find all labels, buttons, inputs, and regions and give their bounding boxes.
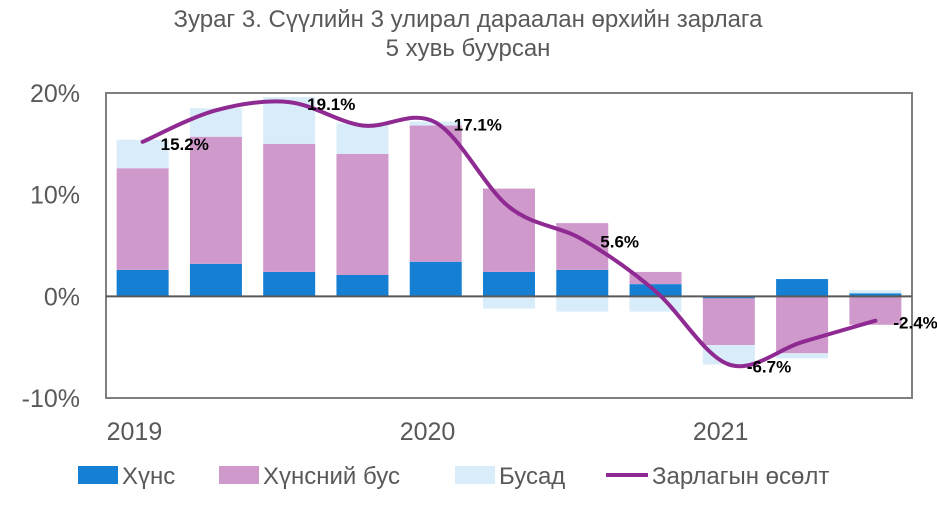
bar-Хүнсний бус [189,136,242,264]
bar-Хүнс [483,271,535,297]
bar-Хүнсний бус [702,298,755,346]
y-tick-label: 10% [30,182,80,210]
y-tick-label: 20% [30,80,80,108]
bar-Хүнс [189,263,242,297]
bar-Хүнсний бус [776,296,829,354]
data-label: -2.4% [893,314,937,333]
chart-title-line: 5 хувь буурсан [386,35,551,62]
x-tick-label: 2021 [693,418,749,446]
y-tick-label: 0% [44,283,80,311]
bar-Хүнс [409,261,462,297]
bar-Бусад [483,296,535,309]
data-label: 15.2% [161,135,209,154]
bar-Бусад [702,345,755,365]
bar-Бусад [116,139,169,169]
bar-Хүнсний бус [409,125,462,262]
legend-label: Хүнсний бус [263,463,400,490]
bar-Хүнсний бус [483,188,535,272]
bar-Хүнсний бус [263,143,316,272]
bar-Бусад [189,108,242,137]
bar-Хүнс [263,271,316,297]
bar-Хүнс [556,269,609,297]
legend-swatch [78,466,118,484]
data-label: -6.7% [747,357,791,376]
bar-Бусад [849,290,902,294]
bar-Бусад [556,296,609,312]
chart-title-line: Зураг 3. Сүүлийн 3 улирал дараалан өрхий… [174,6,764,33]
plot-area-frame [105,92,913,399]
bar-Бусад [629,296,682,312]
x-tick-label: 2019 [107,418,163,446]
data-label: 17.1% [454,115,502,134]
bar-Хүнс [336,274,389,297]
bar-Хүнсний бус [336,154,389,275]
legend-swatch [219,466,259,484]
y-tick-label: -10% [22,385,80,413]
bar-Хүнс [116,269,169,297]
x-tick-label: 2020 [400,418,456,446]
bar-Бусад [776,353,829,359]
bar-Хүнс [776,279,829,297]
data-label: 19.1% [307,95,355,114]
legend-label: Зарлагын өсөлт [652,463,829,490]
bar-Бусад [336,123,389,154]
bar-Хүнс [849,293,902,297]
line-series-zarlagyn-osolt [140,99,878,369]
bar-Хүнс [702,296,755,299]
bar-Хүнсний бус [116,168,169,270]
legend-label: Бусад [499,463,565,490]
data-label: 5.6% [600,232,639,251]
legend-swatch [455,466,495,484]
legend-label: Хүнс [122,463,175,490]
